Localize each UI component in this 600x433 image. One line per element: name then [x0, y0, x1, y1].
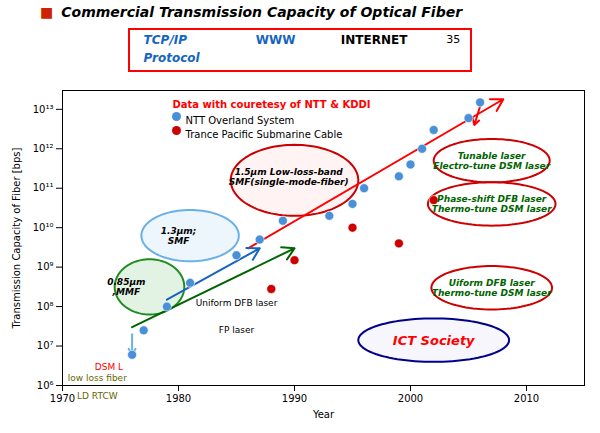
svg-text:1970: 1970: [50, 393, 75, 404]
svg-text:1980: 1980: [166, 393, 191, 404]
svg-text:Uiform DFB laserThermo-tune DS: Uiform DFB laserThermo-tune DSM laser: [432, 278, 552, 298]
svg-text:0.85µm,MMF: 0.85µm,MMF: [107, 277, 145, 297]
svg-text:Year: Year: [312, 409, 335, 420]
svg-text:2000: 2000: [398, 393, 423, 404]
html-text:35: 35: [446, 33, 461, 46]
svg-text:10⁶: 10⁶: [37, 380, 54, 391]
svg-text:1.3µm;SMF: 1.3µm;SMF: [161, 226, 197, 246]
svg-text:10¹⁰: 10¹⁰: [33, 222, 54, 233]
svg-text:LD RTCW: LD RTCW: [77, 391, 118, 401]
svg-text:10¹³: 10¹³: [33, 104, 54, 115]
svg-text:Tunable laserElectro-tune DSM: Tunable laserElectro-tune DSM laser: [433, 151, 550, 171]
svg-text:10⁸: 10⁸: [37, 301, 54, 312]
svg-text:low loss fiber: low loss fiber: [68, 373, 127, 383]
html-text:TCP/IP: TCP/IP: [143, 33, 187, 47]
svg-text:10⁹: 10⁹: [37, 261, 54, 272]
svg-text:FP laser: FP laser: [219, 325, 255, 335]
svg-text:10¹¹: 10¹¹: [33, 182, 54, 193]
html-text:Commercial Transmission Capaci: Commercial Transmission Capacity of Opti…: [61, 4, 463, 20]
svg-text:Data with couretesy of NTT & K: Data with couretesy of NTT & KDDI: [173, 99, 371, 110]
svg-text:Uniform DFB laser: Uniform DFB laser: [196, 298, 278, 308]
html-text:WWW: WWW: [255, 33, 296, 47]
svg-text:1.5µm Low-loss-bandSMF(single-: 1.5µm Low-loss-bandSMF(single-mode-fiber…: [229, 167, 349, 187]
svg-text:Phase-shift DFB laserThermo-tu: Phase-shift DFB laserThermo-tune DSM las…: [432, 194, 552, 214]
svg-text:DSM L: DSM L: [95, 362, 123, 372]
svg-text:NTT Overland System: NTT Overland System: [186, 115, 295, 126]
html-text:INTERNET: INTERNET: [340, 33, 408, 47]
svg-text:10⁷: 10⁷: [37, 340, 54, 351]
svg-text:ICT Society: ICT Society: [393, 333, 475, 348]
svg-text:2010: 2010: [514, 393, 539, 404]
svg-text:Transmission Capacity of Fiber: Transmission Capacity of Fiber [bps]: [11, 148, 22, 330]
svg-text:1990: 1990: [282, 393, 307, 404]
html-text:Protocol: Protocol: [143, 51, 200, 65]
svg-text:Trance Pacific Submarine Cable: Trance Pacific Submarine Cable: [185, 129, 343, 140]
svg-text:10¹²: 10¹²: [33, 143, 54, 154]
